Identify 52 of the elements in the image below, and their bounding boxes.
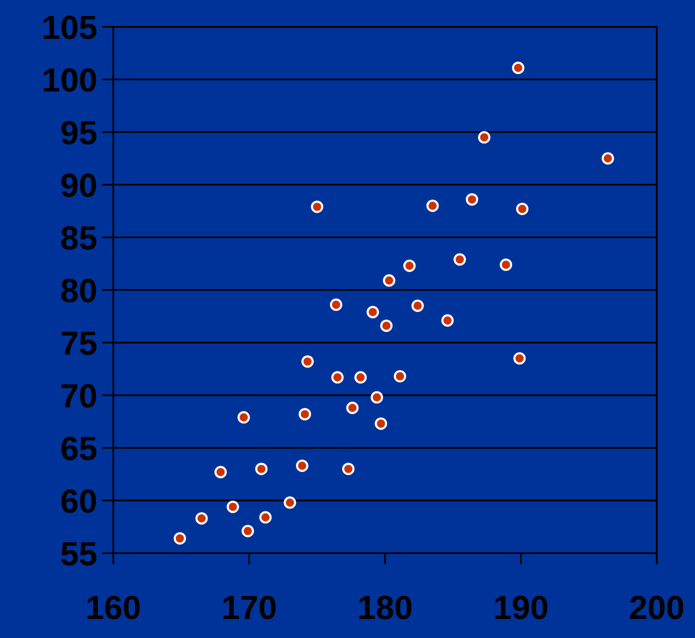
y-tick-label: 85 [61, 226, 96, 250]
point [512, 62, 524, 74]
point [259, 511, 272, 524]
y-tick-label: 95 [61, 120, 96, 144]
point [370, 391, 384, 404]
point [513, 352, 526, 365]
point [500, 258, 512, 271]
point [226, 500, 240, 514]
point [284, 496, 296, 509]
point [516, 202, 528, 216]
point [214, 466, 227, 478]
y-tick-label: 80 [61, 278, 96, 302]
point [366, 306, 379, 318]
point [602, 152, 614, 165]
y-tick-label: 60 [61, 489, 96, 513]
point [242, 524, 254, 538]
y-tick-label: 100 [44, 68, 96, 92]
point [330, 298, 342, 311]
point [441, 314, 454, 327]
point [331, 371, 344, 384]
y-tick-label: 105 [44, 16, 96, 40]
x-tick-label: 190 [495, 596, 548, 620]
point [255, 462, 268, 476]
y-tick-label: 75 [62, 332, 96, 356]
point [310, 200, 324, 214]
x-tick-label: 200 [630, 596, 684, 620]
point [342, 462, 355, 476]
point [454, 253, 466, 266]
x-tick-label: 180 [359, 596, 412, 620]
x-tick-label: 170 [223, 596, 276, 620]
y-tick-label: 90 [61, 174, 96, 198]
point [374, 417, 388, 430]
point [301, 355, 314, 368]
point [296, 460, 308, 472]
point [382, 274, 396, 287]
point [426, 200, 439, 212]
point [466, 193, 478, 206]
y-tick-label: 65 [61, 436, 96, 460]
x-tick-label: 160 [88, 596, 140, 620]
point [174, 532, 186, 545]
point [394, 370, 406, 382]
point [346, 402, 359, 414]
point [354, 371, 367, 384]
point [195, 512, 208, 525]
y-tick-label: 70 [62, 384, 96, 408]
point [298, 408, 312, 420]
point [380, 320, 393, 332]
y-tick-label: 55 [61, 542, 96, 566]
point [403, 260, 416, 272]
point [478, 131, 490, 144]
point [411, 300, 424, 312]
point [238, 411, 250, 424]
